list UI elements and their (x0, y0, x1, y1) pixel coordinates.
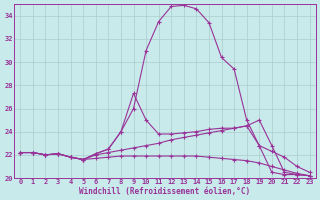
X-axis label: Windchill (Refroidissement éolien,°C): Windchill (Refroidissement éolien,°C) (79, 187, 251, 196)
